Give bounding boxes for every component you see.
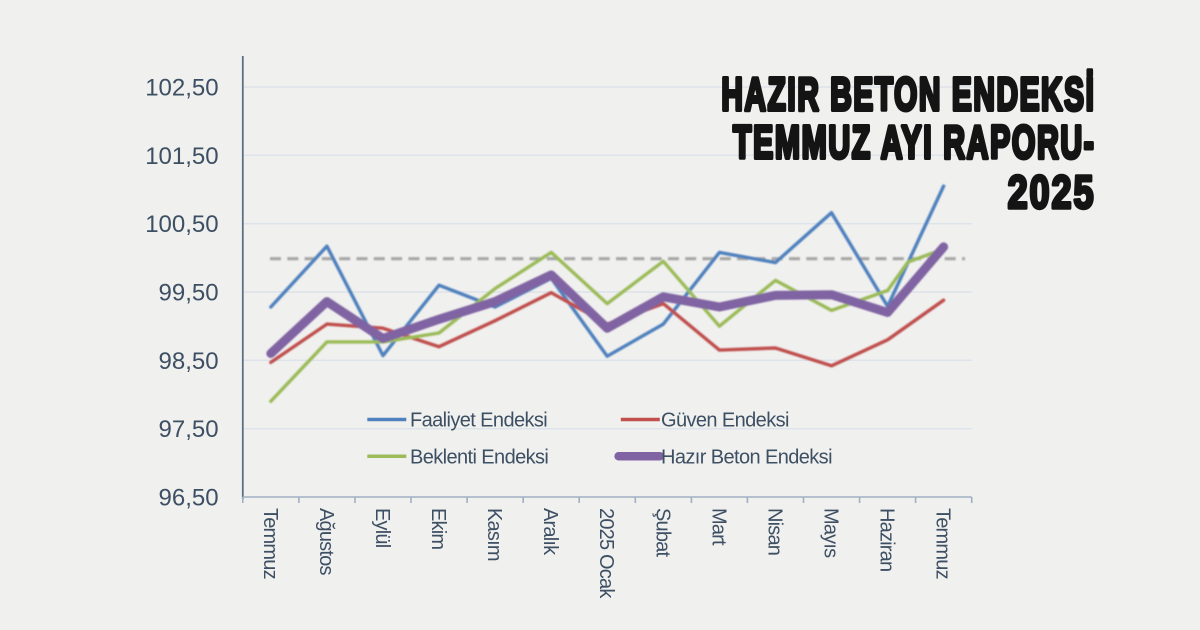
svg-text:Kasım: Kasım xyxy=(483,508,505,561)
svg-text:Aralık: Aralık xyxy=(539,508,561,556)
svg-text:Hazır Beton Endeksi: Hazır Beton Endeksi xyxy=(661,446,832,468)
svg-text:Ağustos: Ağustos xyxy=(315,508,337,575)
svg-text:Mayıs: Mayıs xyxy=(820,508,842,558)
svg-text:Haziran: Haziran xyxy=(876,508,898,571)
svg-text:Faaliyet Endeksi: Faaliyet Endeksi xyxy=(410,410,547,432)
svg-text:99,50: 99,50 xyxy=(159,280,219,307)
svg-text:Temmuz: Temmuz xyxy=(259,508,281,579)
svg-text:98,50: 98,50 xyxy=(159,348,219,375)
svg-text:2025: 2025 xyxy=(1008,167,1096,218)
svg-text:Eylül: Eylül xyxy=(371,508,393,548)
svg-text:Temmuz: Temmuz xyxy=(932,508,954,579)
svg-text:2025 Ocak: 2025 Ocak xyxy=(595,508,617,599)
svg-text:100,50: 100,50 xyxy=(145,211,218,238)
svg-text:HAZIR BETON ENDEKSİ: HAZIR BETON ENDEKSİ xyxy=(721,70,1095,121)
svg-text:97,50: 97,50 xyxy=(159,416,219,443)
svg-text:Ekim: Ekim xyxy=(427,508,449,549)
svg-text:101,50: 101,50 xyxy=(145,143,218,170)
svg-text:TEMMUZ AYI RAPORU-: TEMMUZ AYI RAPORU- xyxy=(733,118,1095,169)
svg-text:Mart: Mart xyxy=(707,508,729,546)
svg-text:96,50: 96,50 xyxy=(159,485,219,512)
svg-text:Nisan: Nisan xyxy=(763,508,785,555)
svg-text:102,50: 102,50 xyxy=(145,75,218,102)
svg-text:Güven Endeksi: Güven Endeksi xyxy=(661,410,789,432)
svg-text:Şubat: Şubat xyxy=(651,508,673,558)
svg-text:Beklenti Endeksi: Beklenti Endeksi xyxy=(410,446,548,468)
